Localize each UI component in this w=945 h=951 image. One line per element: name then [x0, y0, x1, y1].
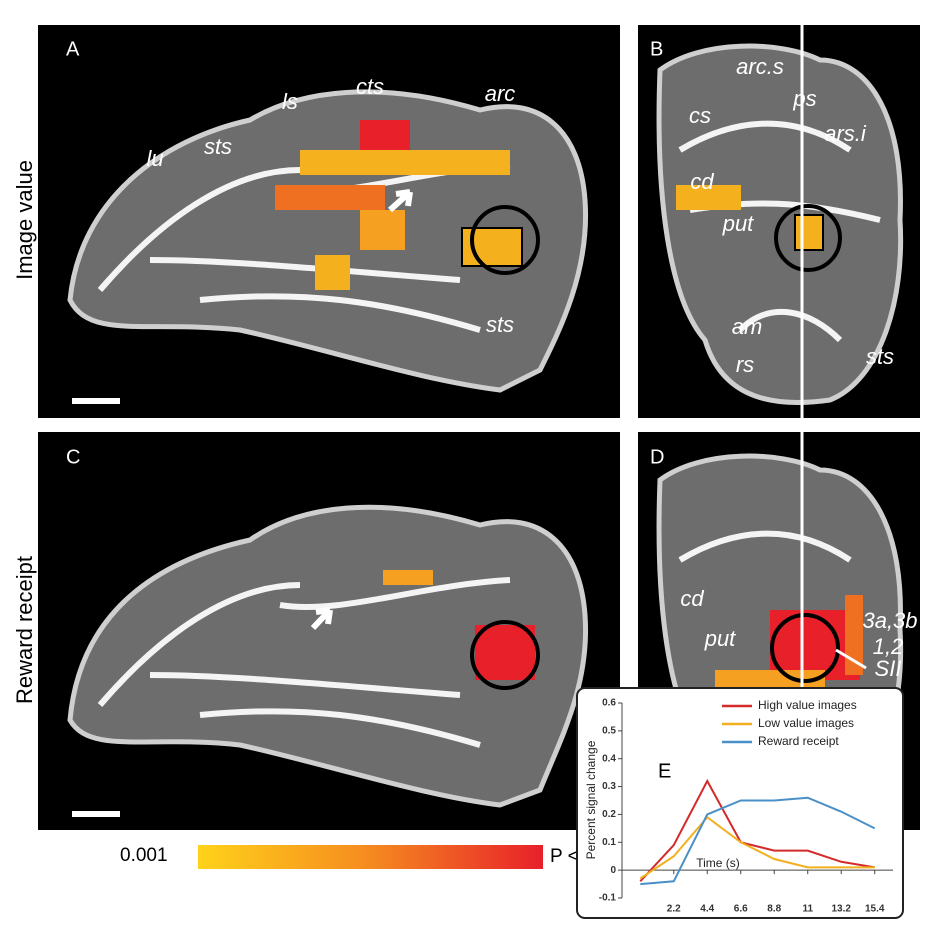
y-tick-label: -0.1 — [599, 893, 617, 904]
x-tick-label: 6.6 — [734, 904, 748, 915]
brain-sagittal — [67, 504, 589, 817]
region-label: sts — [204, 134, 232, 159]
row-label: Reward receipt — [12, 556, 37, 704]
inset-frame — [576, 687, 904, 919]
region-label: ars.i — [824, 121, 867, 146]
series-line — [639, 778, 875, 882]
panel-letter: B — [650, 38, 663, 60]
y-tick-label: 0.5 — [602, 725, 616, 736]
y-tick-label: 0.2 — [602, 809, 616, 820]
panel-letter: C — [66, 446, 80, 468]
colorbar-min: 0.001 — [120, 845, 168, 866]
region-label: cs — [689, 103, 711, 128]
x-tick-label: 2.2 — [667, 904, 681, 915]
region-label: rs — [736, 352, 754, 377]
series-line — [640, 796, 876, 886]
x-tick-label: 8.8 — [767, 904, 781, 915]
region-label: put — [704, 626, 736, 651]
region-label: cd — [690, 169, 714, 194]
region-label: cd — [680, 586, 704, 611]
region-label: put — [722, 211, 754, 236]
panel-letter: A — [66, 38, 80, 60]
y-tick-label: 0.4 — [602, 753, 616, 764]
region-label: am — [732, 314, 763, 339]
region-label: 1,2 — [873, 634, 904, 659]
region-label: cts — [356, 74, 384, 99]
brain-coronal — [656, 43, 904, 405]
series-line — [639, 815, 875, 880]
x-tick-label: 13.2 — [832, 904, 852, 915]
row-label: Image value — [12, 160, 37, 280]
region-label: lu — [146, 146, 163, 171]
y-axis-label: Percent signal change — [584, 740, 598, 859]
region-label: SII — [875, 656, 902, 681]
legend-label: Reward receipt — [758, 734, 839, 748]
legend-label: Low value images — [758, 716, 854, 730]
region-label: ls — [282, 89, 298, 114]
region-label: ps — [792, 86, 816, 111]
x-tick-label: 15.4 — [865, 904, 885, 915]
panel-letter: E — [658, 760, 671, 782]
y-tick-label: 0 — [610, 865, 616, 876]
x-tick-label: 4.4 — [700, 904, 714, 915]
region-label: 3a,3b — [862, 608, 917, 633]
region-label: sts — [866, 344, 894, 369]
region-label: arc — [485, 81, 516, 106]
y-tick-label: 0.1 — [602, 837, 616, 848]
brain-sagittal — [67, 89, 589, 404]
colorbar — [198, 845, 543, 869]
region-label: arc.s — [736, 54, 784, 79]
x-tick-label: 11 — [802, 904, 813, 915]
legend-label: High value images — [758, 698, 857, 712]
y-tick-label: 0.6 — [602, 698, 616, 709]
y-tick-label: 0.3 — [602, 781, 616, 792]
panel-letter: D — [650, 446, 664, 468]
region-label: sts — [486, 312, 514, 337]
x-axis-label: Time (s) — [696, 856, 740, 870]
